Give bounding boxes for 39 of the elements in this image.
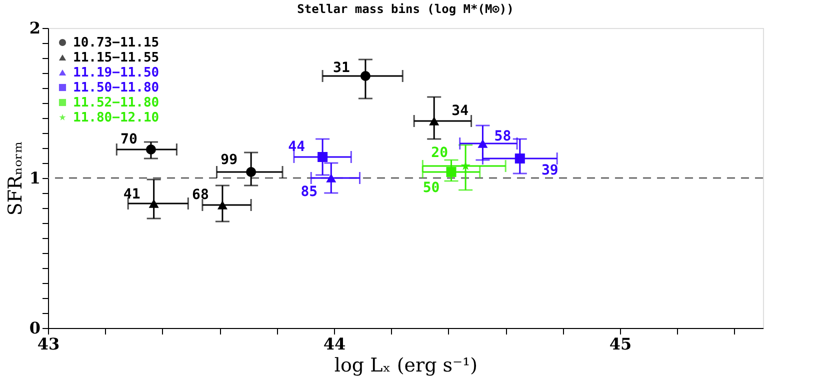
legend-label: 11.52−11.80 xyxy=(73,96,160,110)
y-tick-label: 1 xyxy=(29,168,40,188)
legend-label: 11.80−12.10 xyxy=(73,110,160,126)
point xyxy=(429,116,440,126)
chart-title: Stellar mass bins (log M*(M⊙)) xyxy=(297,2,514,16)
x-tick-label: 44 xyxy=(323,334,346,354)
annotation: 85 xyxy=(300,184,318,200)
point xyxy=(514,154,525,164)
y-tick-label: 2 xyxy=(29,18,40,38)
y-tick-label: 0 xyxy=(29,318,40,338)
point xyxy=(146,144,156,154)
annotation: 68 xyxy=(192,187,209,203)
point xyxy=(148,199,159,208)
annotation: 39 xyxy=(541,162,558,178)
legend-label: 11.15−11.55 xyxy=(73,50,160,66)
annotation: 70 xyxy=(120,132,138,148)
point xyxy=(360,71,370,81)
annotation: 34 xyxy=(452,103,469,119)
annotation: 41 xyxy=(123,186,140,202)
point xyxy=(326,174,336,182)
annotation: 99 xyxy=(220,152,238,168)
point xyxy=(318,152,328,162)
point xyxy=(217,200,228,210)
annotation: 58 xyxy=(494,128,512,144)
x-tick-label: 45 xyxy=(609,334,632,354)
y-axis-title: SFRₙₒᵣₘ xyxy=(4,141,26,216)
annotation: 20 xyxy=(431,145,448,161)
point xyxy=(460,161,470,170)
point xyxy=(478,139,488,148)
x-tick-label: 43 xyxy=(37,334,60,354)
annotation: 50 xyxy=(422,180,440,196)
legend-label: 11.19−11.50 xyxy=(73,66,160,80)
point xyxy=(246,167,256,177)
x-axis-title: log Lₓ (erg s⁻¹) xyxy=(334,354,478,376)
point xyxy=(446,167,456,177)
annotation: 44 xyxy=(288,139,305,155)
legend-label: 11.50−11.80 xyxy=(73,80,160,96)
annotation: 31 xyxy=(333,60,350,76)
legend-label: 10.73−11.15 xyxy=(73,36,160,50)
